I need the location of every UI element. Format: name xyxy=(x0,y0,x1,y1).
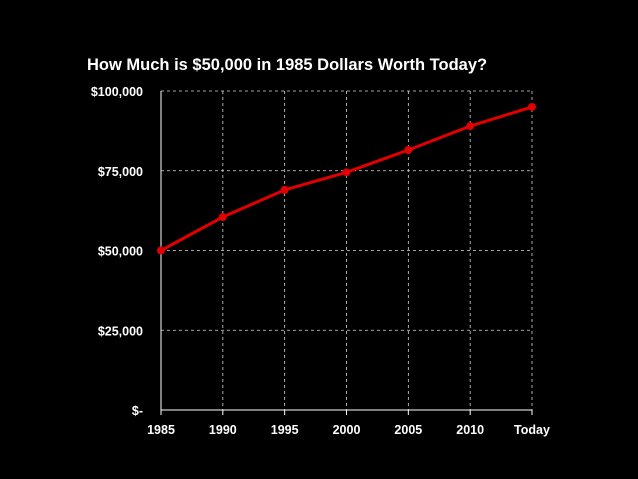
data-point xyxy=(528,102,536,111)
y-tick-label: $- xyxy=(132,404,143,418)
x-tick-labels: 1985 1990 1995 2000 2005 2010 Today xyxy=(147,423,550,437)
data-point xyxy=(404,146,413,155)
x-tick-label: Today xyxy=(514,423,550,437)
x-tick-label: 1995 xyxy=(271,423,299,437)
y-tick-label: $100,000 xyxy=(91,85,143,99)
x-tick-label: 1985 xyxy=(147,423,175,437)
y-tick-labels: $- $25,000 $50,000 $75,000 $100,000 xyxy=(91,85,143,418)
data-point xyxy=(342,168,351,177)
x-tick-label: 1990 xyxy=(209,423,237,437)
x-tick-label: 2000 xyxy=(333,423,361,437)
series-layer xyxy=(157,102,536,255)
data-point xyxy=(466,122,475,131)
x-tick-label: 2010 xyxy=(456,423,484,437)
data-point xyxy=(280,185,289,194)
chart-title: How Much is $50,000 in 1985 Dollars Wort… xyxy=(87,56,487,74)
data-point xyxy=(218,213,227,222)
grid xyxy=(161,90,533,410)
y-tick-label: $25,000 xyxy=(98,324,143,338)
y-tick-label: $75,000 xyxy=(98,165,143,179)
data-point xyxy=(157,246,165,255)
y-tick-label: $50,000 xyxy=(98,245,143,259)
x-tick-label: 2005 xyxy=(394,423,422,437)
